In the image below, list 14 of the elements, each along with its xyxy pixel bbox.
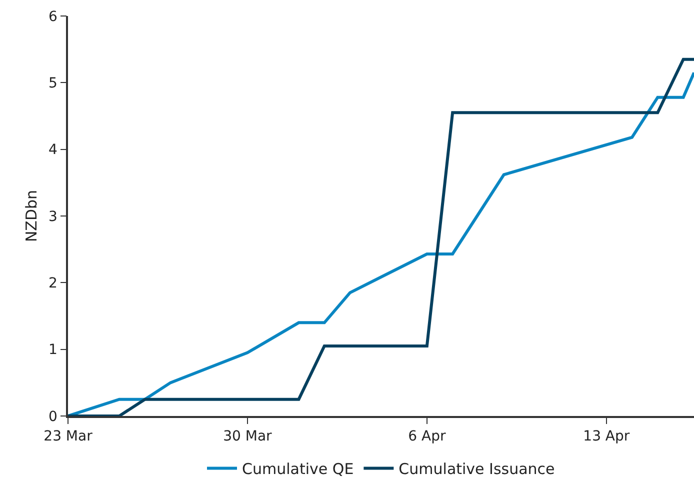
x-tick-label: 23 Mar bbox=[44, 428, 93, 445]
y-tick-label: 6 bbox=[48, 8, 58, 25]
y-tick-label: 5 bbox=[48, 76, 58, 92]
x-tick-label: 6 Apr bbox=[408, 428, 446, 445]
y-tick-label: 3 bbox=[48, 208, 58, 225]
x-tick-label: 30 Mar bbox=[223, 428, 272, 445]
y-tick-label: 1 bbox=[48, 342, 58, 358]
y-tick-label: 0 bbox=[48, 408, 58, 425]
x-tick-label: 13 Apr bbox=[583, 428, 630, 445]
y-tick-label: 2 bbox=[48, 276, 58, 292]
y-axis-title: NZDbn bbox=[22, 190, 40, 242]
legend-label: Cumulative QE bbox=[242, 460, 354, 478]
y-tick-label: 4 bbox=[48, 142, 58, 158]
legend-label: Cumulative Issuance bbox=[398, 460, 555, 478]
